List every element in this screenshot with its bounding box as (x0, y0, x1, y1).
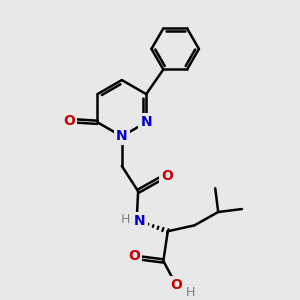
Text: H: H (121, 213, 130, 226)
Text: O: O (161, 169, 173, 182)
Text: N: N (140, 115, 152, 129)
Text: O: O (128, 250, 140, 263)
Text: O: O (63, 114, 75, 128)
Text: O: O (171, 278, 183, 292)
Text: N: N (134, 214, 146, 228)
Text: N: N (116, 129, 128, 143)
Text: H: H (186, 286, 195, 299)
